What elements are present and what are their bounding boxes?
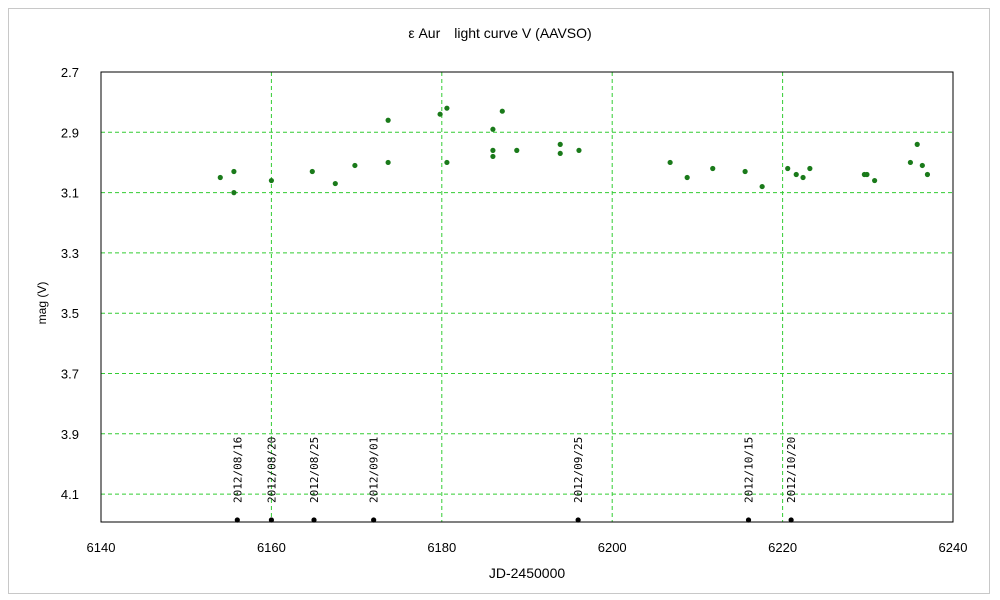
data-point bbox=[576, 147, 582, 153]
y-tick-label: 3.9 bbox=[61, 427, 79, 442]
data-point bbox=[872, 177, 878, 184]
data-point bbox=[684, 174, 690, 181]
date-marker-label: 2012/09/25 bbox=[572, 437, 585, 503]
data-point bbox=[444, 159, 450, 166]
date-marker-label: 2012/08/20 bbox=[265, 437, 278, 503]
data-point bbox=[514, 147, 520, 153]
data-point bbox=[385, 117, 391, 123]
data-point bbox=[490, 153, 496, 160]
y-tick-label: 3.7 bbox=[61, 367, 79, 382]
date-marker-point bbox=[234, 517, 240, 523]
date-marker-point bbox=[371, 517, 377, 523]
data-point bbox=[793, 171, 799, 178]
date-marker-point bbox=[575, 517, 581, 523]
data-point bbox=[444, 105, 450, 111]
y-tick-label: 3.3 bbox=[61, 246, 79, 261]
data-point bbox=[907, 159, 914, 166]
data-point bbox=[785, 165, 791, 172]
data-point bbox=[742, 168, 748, 175]
data-point bbox=[217, 174, 223, 181]
date-marker-label: 2012/08/25 bbox=[308, 437, 321, 503]
chart-title: ε Aur light curve V (AAVSO) bbox=[408, 25, 591, 41]
data-point bbox=[667, 159, 673, 166]
x-tick-label: 6140 bbox=[87, 540, 116, 555]
data-point bbox=[231, 168, 237, 175]
chart-frame bbox=[8, 8, 990, 594]
grid-layer bbox=[101, 72, 953, 522]
x-tick-label: 6160 bbox=[257, 540, 286, 555]
y-tick-label: 4.1 bbox=[61, 487, 79, 502]
x-tick-label: 6220 bbox=[768, 540, 797, 555]
data-point bbox=[490, 126, 496, 132]
x-tick-label: 6200 bbox=[598, 540, 627, 555]
date-marker-point bbox=[311, 517, 317, 523]
date-marker-point bbox=[268, 517, 274, 523]
data-point bbox=[557, 150, 563, 157]
date-marker-label: 2012/08/16 bbox=[231, 437, 244, 503]
data-point bbox=[490, 147, 496, 153]
data-point bbox=[352, 162, 358, 169]
data-point bbox=[759, 183, 765, 190]
date-marker-point bbox=[788, 517, 794, 523]
y-tick-label: 2.9 bbox=[61, 125, 79, 140]
tick-labels: 2.7 2.9 3.1 3.3 3.5 3.7 3.9 4.1 6140 6160 6180 6200… bbox=[61, 65, 968, 555]
data-point bbox=[924, 171, 931, 178]
data-point bbox=[557, 141, 563, 147]
y-tick-label: 3.5 bbox=[61, 306, 79, 321]
data-point bbox=[914, 141, 920, 147]
x-tick-label: 6180 bbox=[427, 540, 456, 555]
date-marker-label: 2012/10/20 bbox=[785, 437, 798, 503]
data-point bbox=[437, 111, 443, 117]
x-axis-label: JD-2450000 bbox=[489, 565, 565, 581]
date-marker-label: 2012/10/15 bbox=[743, 437, 756, 503]
data-point bbox=[268, 177, 274, 184]
plot-area-border bbox=[100, 71, 954, 523]
data-point bbox=[864, 171, 870, 178]
date-marker-point bbox=[745, 517, 752, 523]
y-tick-label: 3.1 bbox=[61, 186, 79, 201]
data-point bbox=[919, 162, 925, 169]
y-tick-label: 2.7 bbox=[61, 65, 79, 80]
y-axis-label: mag (V) bbox=[35, 282, 49, 325]
data-point bbox=[332, 180, 338, 187]
date-marker-label: 2012/09/01 bbox=[368, 437, 381, 503]
data-point bbox=[231, 190, 237, 196]
data-point bbox=[499, 108, 505, 114]
data-points bbox=[217, 105, 931, 196]
data-point bbox=[385, 159, 391, 166]
data-point bbox=[800, 174, 806, 181]
date-markers: 2012/08/16 2012/08/20 2012/08/25 2012/09/01… bbox=[231, 437, 798, 523]
x-tick-label: 6240 bbox=[939, 540, 968, 555]
data-point bbox=[807, 165, 813, 172]
data-point bbox=[710, 165, 716, 172]
data-point bbox=[309, 168, 315, 175]
